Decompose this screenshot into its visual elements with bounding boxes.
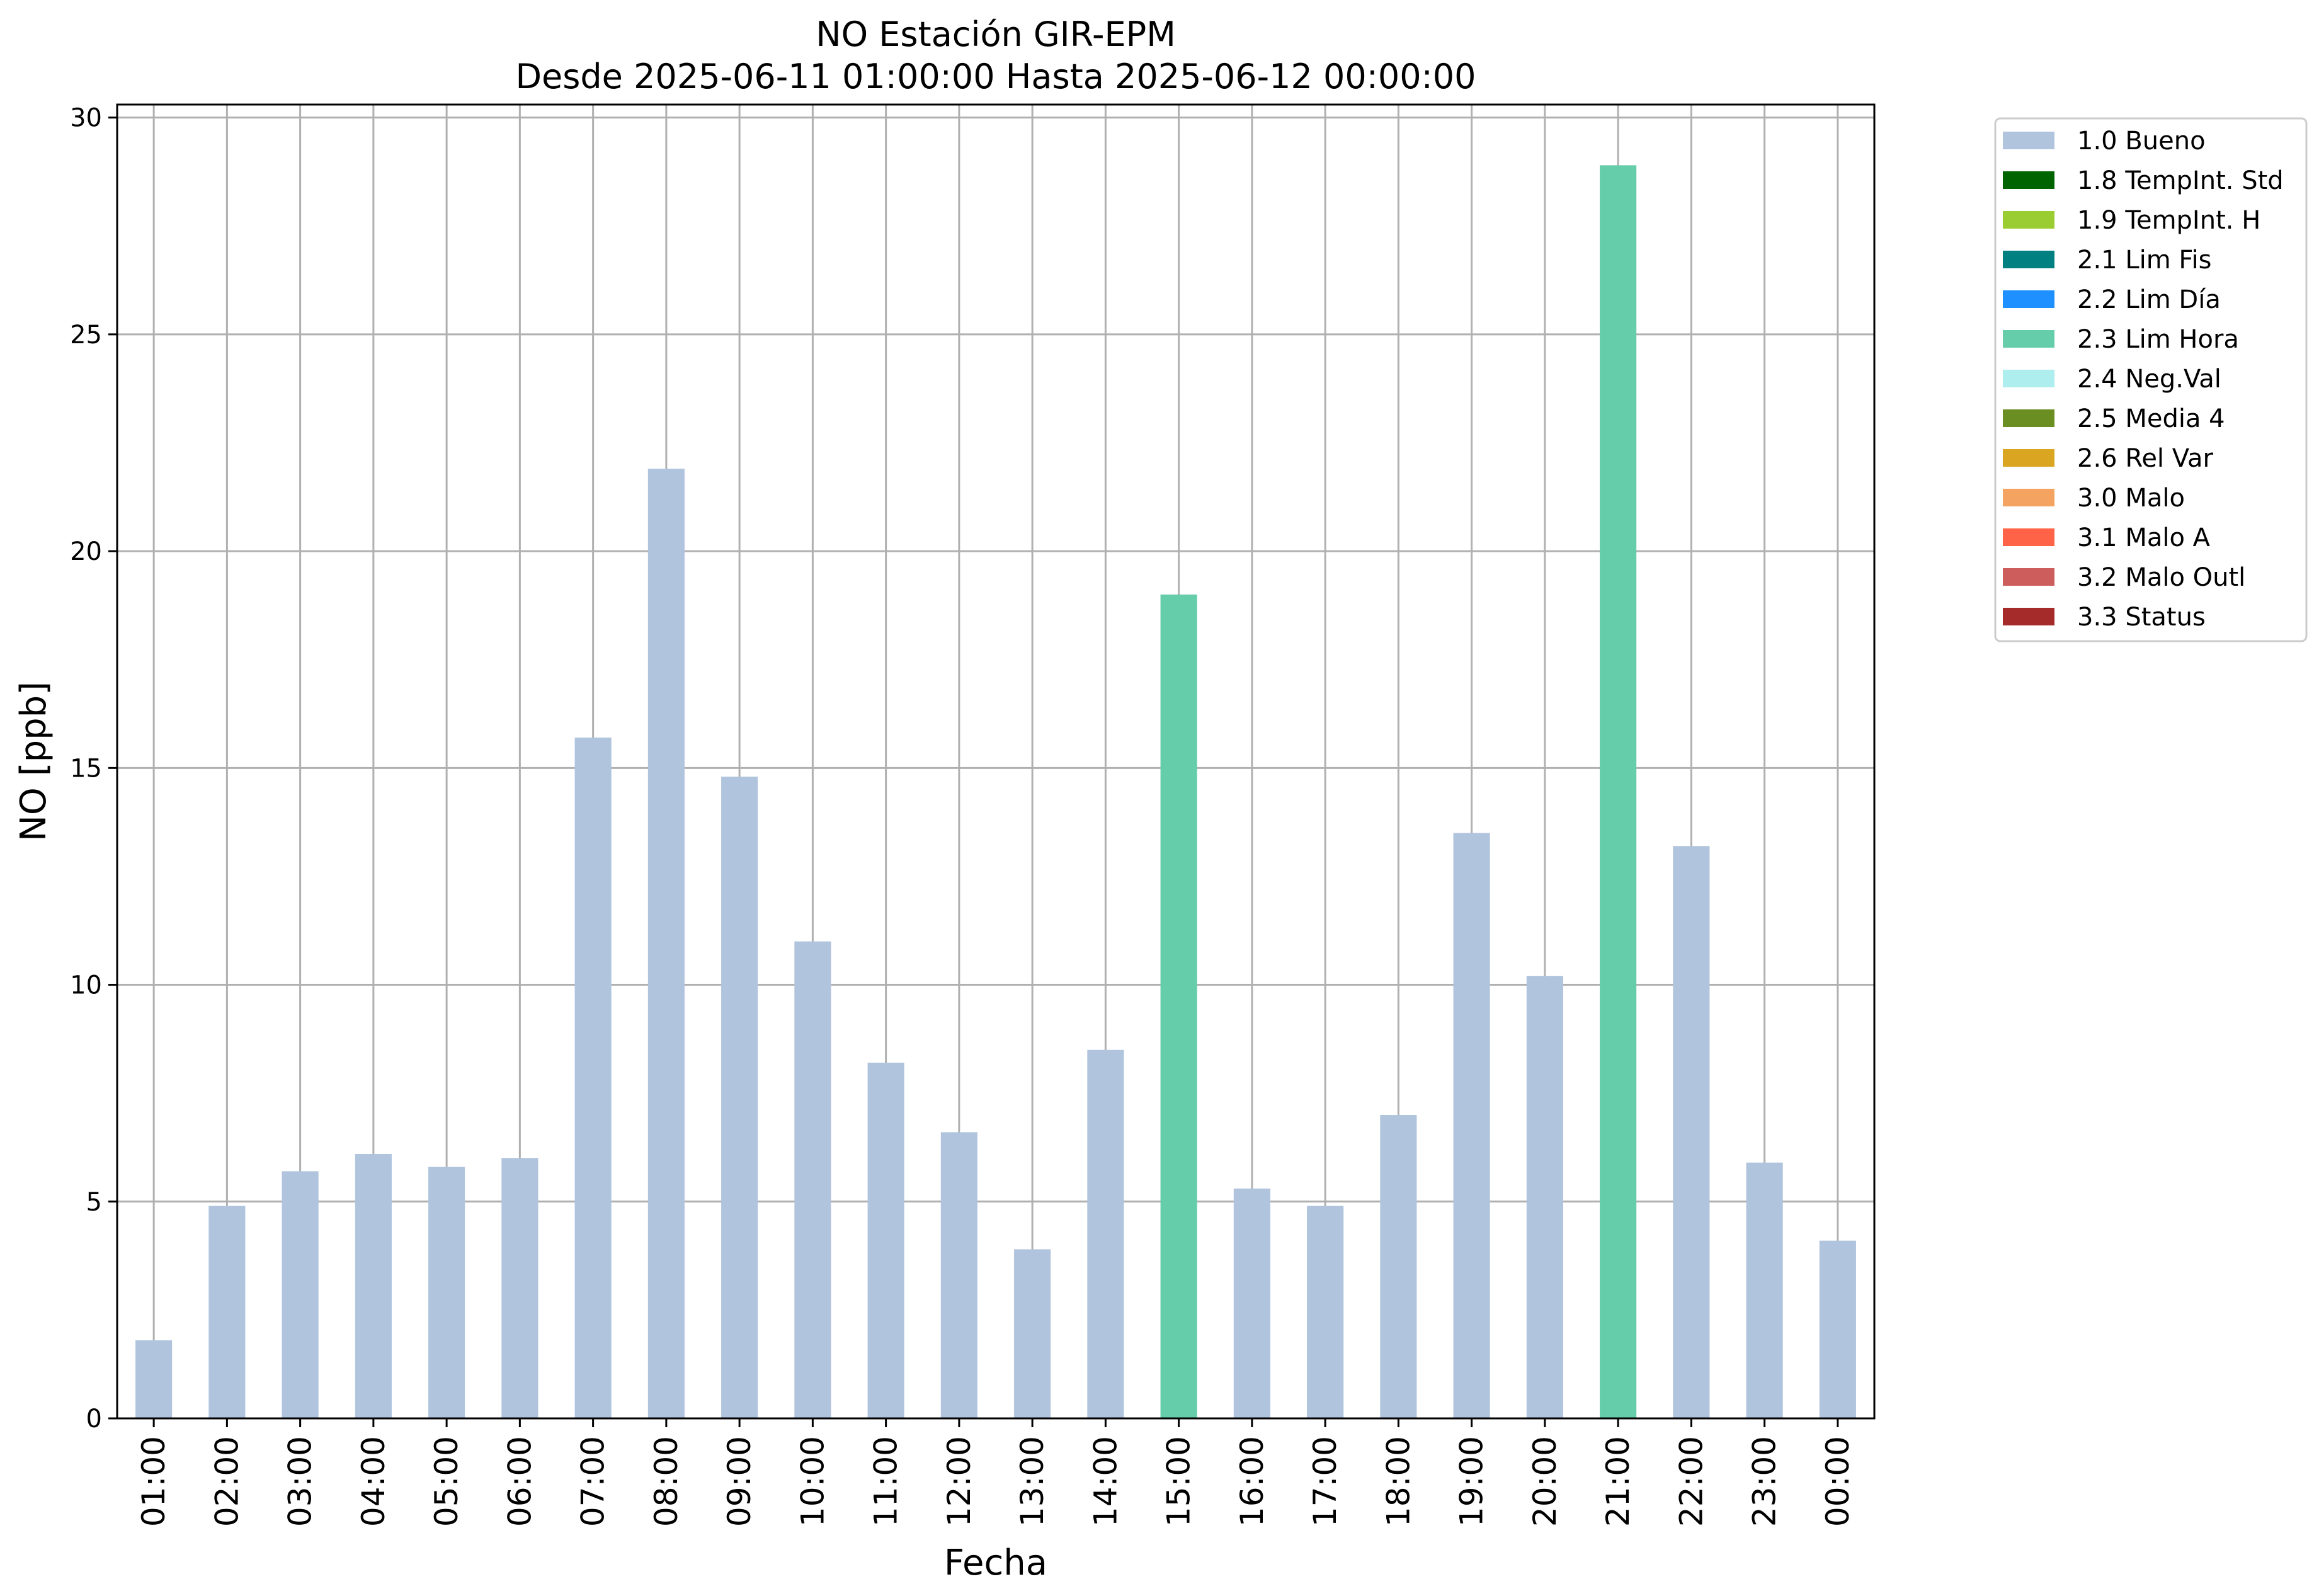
- x-tick-label: 16:00: [1234, 1436, 1270, 1527]
- chart-subtitle: Desde 2025-06-11 01:00:00 Hasta 2025-06-…: [515, 57, 1476, 96]
- legend-swatch: [2003, 251, 2054, 268]
- y-tick-label: 10: [70, 971, 102, 1000]
- x-tick-label: 13:00: [1014, 1436, 1051, 1527]
- legend-swatch: [2003, 330, 2054, 348]
- y-tick-label: 20: [70, 537, 102, 566]
- bar-2000: [1526, 976, 1563, 1418]
- x-tick-label: 20:00: [1527, 1436, 1563, 1527]
- x-tick-label: 22:00: [1673, 1436, 1709, 1527]
- x-tick-label: 04:00: [355, 1436, 392, 1527]
- legend: 1.0 Bueno 1.8 TempInt. Std 1.9 TempInt. H 2…: [1994, 117, 2308, 642]
- legend-label: 2.4 Neg.Val: [2077, 365, 2221, 394]
- x-tick-label: 12:00: [941, 1436, 977, 1527]
- bar-1700: [1307, 1206, 1344, 1418]
- bar-1800: [1380, 1115, 1417, 1418]
- x-tick-label: 23:00: [1746, 1436, 1783, 1527]
- bar-1400: [1087, 1049, 1124, 1418]
- legend-label: 3.2 Malo Outl: [2077, 563, 2245, 592]
- x-axis: 01:00 02:00 03:00 04:00 05:00 06:00 07:00 08:00…: [135, 1418, 1856, 1527]
- x-tick-label: 14:00: [1087, 1436, 1124, 1527]
- x-tick-label: 17:00: [1307, 1436, 1343, 1527]
- legend-swatch: [2003, 568, 2054, 586]
- x-tick-label: 01:00: [135, 1436, 172, 1527]
- legend-label: 1.9 TempInt. H: [2077, 206, 2260, 235]
- legend-label: 3.1 Malo A: [2077, 523, 2211, 552]
- bar-0000: [1819, 1240, 1856, 1418]
- bar-2100: [1600, 165, 1637, 1419]
- bar-1300: [1014, 1249, 1051, 1418]
- x-tick-label: 19:00: [1454, 1436, 1490, 1527]
- legend-swatch: [2003, 528, 2054, 546]
- plot-frame: [116, 103, 1876, 1420]
- legend-swatch: [2003, 211, 2054, 229]
- bar-0200: [208, 1206, 246, 1418]
- bar-0400: [355, 1154, 392, 1418]
- bar-1100: [867, 1063, 904, 1418]
- x-tick-label: 11:00: [868, 1436, 904, 1527]
- y-tick-label: 25: [70, 321, 102, 350]
- x-tick-label: 15:00: [1161, 1436, 1197, 1527]
- y-tick-label: 0: [86, 1405, 102, 1434]
- y-tick-label: 30: [70, 104, 102, 133]
- bar-1900: [1453, 833, 1490, 1418]
- bar-0800: [647, 469, 685, 1418]
- bar-1500: [1160, 594, 1197, 1418]
- bar-1600: [1233, 1188, 1270, 1418]
- bar-0700: [574, 738, 612, 1418]
- x-tick-label: 02:00: [208, 1436, 245, 1527]
- legend-swatch: [2003, 171, 2054, 189]
- bar-0900: [721, 777, 758, 1418]
- y-axis-label: NO [ppb]: [13, 681, 54, 841]
- bar-1200: [940, 1132, 977, 1418]
- x-tick-label: 00:00: [1820, 1436, 1856, 1527]
- y-tick-label: 15: [70, 754, 102, 783]
- bar-0500: [428, 1166, 465, 1418]
- legend-label: 3.0 Malo: [2077, 484, 2185, 513]
- chart-title: NO Estación GIR-EPM: [816, 14, 1176, 54]
- bar-2200: [1673, 846, 1710, 1418]
- x-tick-label: 07:00: [575, 1436, 612, 1527]
- x-tick-label: 05:00: [428, 1436, 465, 1527]
- bar-0300: [282, 1171, 319, 1418]
- x-tick-label: 08:00: [648, 1436, 685, 1527]
- legend-label: 2.6 Rel Var: [2077, 444, 2214, 473]
- bar-1000: [794, 941, 831, 1418]
- bar-0600: [501, 1158, 538, 1418]
- legend-swatch: [2003, 489, 2054, 506]
- bars: [135, 165, 1856, 1419]
- x-tick-label: 10:00: [794, 1436, 831, 1527]
- legend-swatch: [2003, 409, 2054, 427]
- bar-0100: [135, 1340, 173, 1418]
- legend-label: 2.3 Lim Hora: [2077, 325, 2239, 354]
- x-tick-label: 03:00: [282, 1436, 319, 1527]
- legend-label: 2.1 Lim Fis: [2077, 246, 2211, 275]
- legend-box: [1994, 117, 2308, 642]
- x-tick-label: 21:00: [1600, 1436, 1636, 1527]
- legend-swatch: [2003, 608, 2054, 625]
- legend-swatch: [2003, 449, 2054, 467]
- x-axis-label: Fecha: [944, 1542, 1047, 1583]
- legend-label: 2.5 Media 4: [2077, 404, 2225, 433]
- y-tick-label: 5: [86, 1188, 102, 1217]
- x-tick-label: 06:00: [501, 1436, 538, 1527]
- legend-swatch: [2003, 290, 2054, 308]
- legend-label: 2.2 Lim Día: [2077, 285, 2221, 314]
- x-tick-label: 18:00: [1380, 1436, 1416, 1527]
- x-tick-label: 09:00: [721, 1436, 758, 1527]
- legend-swatch: [2003, 370, 2054, 387]
- legend-label: 1.8 TempInt. Std: [2077, 166, 2284, 195]
- legend-swatch: [2003, 132, 2054, 149]
- y-axis: 0 5 10 15 20 25 30: [70, 104, 117, 1434]
- legend-label: 1.0 Bueno: [2077, 127, 2206, 156]
- bar-2300: [1746, 1162, 1783, 1418]
- legend-label: 3.3 Status: [2077, 603, 2206, 632]
